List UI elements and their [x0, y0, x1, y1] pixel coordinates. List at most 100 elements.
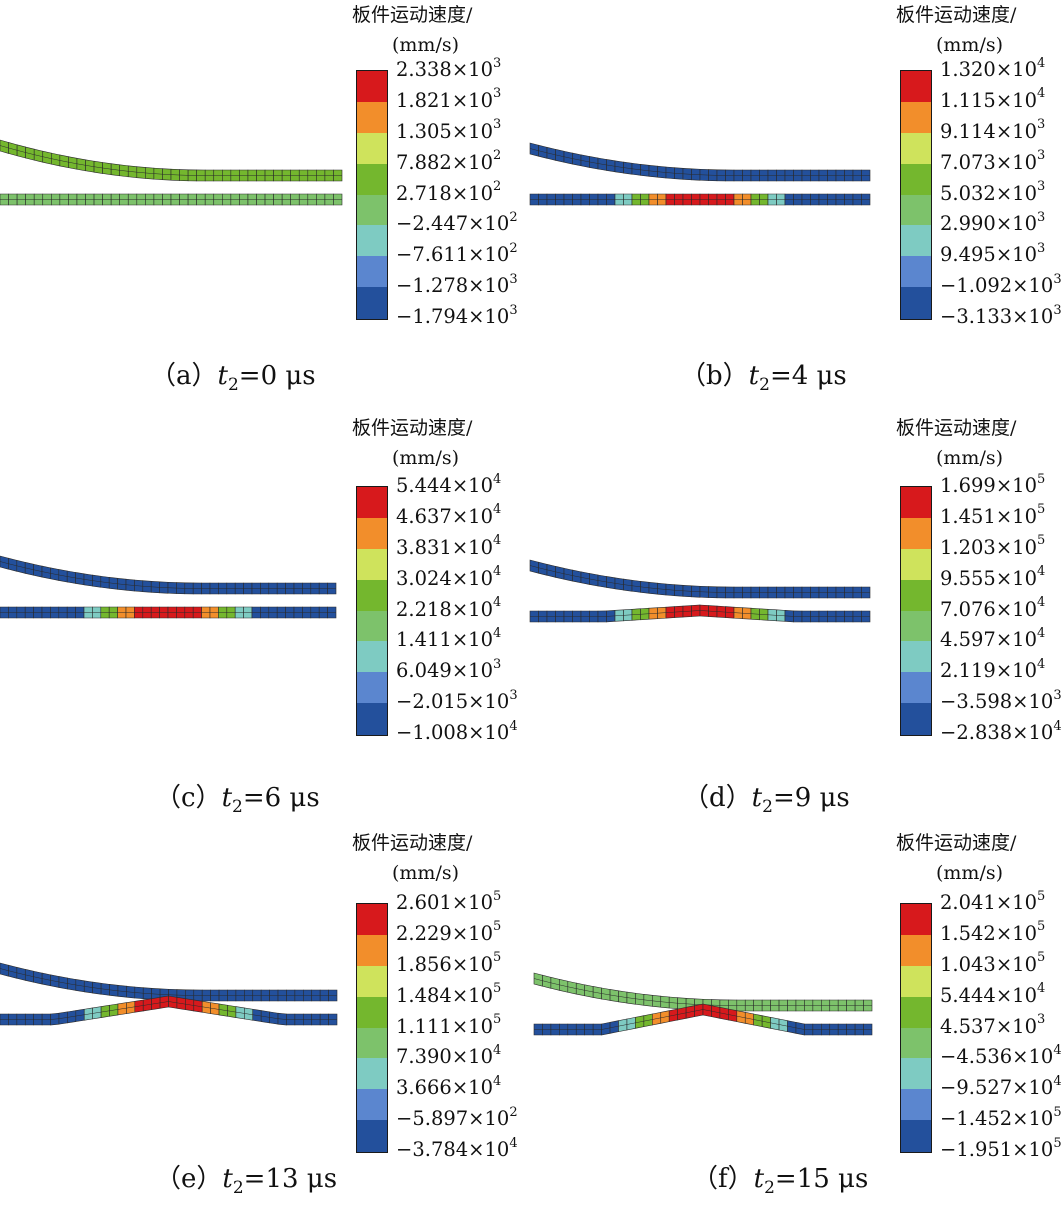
- legend-color-swatch: [357, 1089, 387, 1121]
- plate-pair-a: [0, 139, 343, 206]
- legend-color-swatch: [901, 672, 931, 704]
- legend-color-swatch: [357, 965, 387, 998]
- legend-tick-label: 7.073×103: [940, 148, 1046, 174]
- legend-color-swatch: [901, 487, 931, 519]
- legend-color-swatch: [901, 194, 931, 226]
- legend-tick-label: −1.092×103: [940, 271, 1062, 298]
- legend-tick-label: 1.203×105: [940, 533, 1046, 559]
- legend-title: 板件运动速度/: [352, 832, 473, 854]
- legend-tick-label: 1.043×105: [940, 950, 1046, 976]
- legend-color-swatch: [357, 71, 387, 103]
- panel-caption: （f）t2=15 μs: [692, 1164, 869, 1199]
- legend-tick-label: 2.601×105: [396, 888, 502, 914]
- legend-tick-label: 1.320×104: [940, 55, 1046, 81]
- legend-color-swatch: [357, 194, 387, 226]
- legend-color-swatch: [357, 610, 387, 642]
- legend-color-swatch: [357, 517, 387, 550]
- legend-color-swatch: [901, 71, 931, 103]
- legend-title: 板件运动速度/: [896, 832, 1017, 854]
- legend-tick-label: −3.598×103: [940, 687, 1062, 714]
- legend-tick-label: 1.821×103: [396, 86, 502, 112]
- legend-tick-label: 5.444×104: [940, 981, 1046, 1007]
- legend-tick-label: −1.278×103: [396, 271, 518, 298]
- legend-color-swatch: [357, 287, 387, 319]
- legend-color-swatch: [901, 287, 931, 319]
- legend-tick-label: 1.542×105: [940, 919, 1046, 945]
- legend-unit: (mm/s): [392, 862, 460, 884]
- legend-title: 板件运动速度/: [896, 4, 1017, 26]
- legend-color-swatch: [901, 132, 931, 165]
- legend-color-swatch: [901, 1058, 931, 1090]
- legend-tick-label: 1.111×105: [396, 1012, 502, 1038]
- legend-tick-label: 2.041×105: [940, 888, 1046, 914]
- legend-tick-label: 1.451×105: [940, 502, 1046, 528]
- legend-tick-label: 1.699×105: [940, 471, 1046, 497]
- legend-tick-label: −9.527×104: [940, 1073, 1062, 1100]
- legend-color-swatch: [901, 548, 931, 581]
- legend-tick-label: 1.856×105: [396, 950, 502, 976]
- legend-color-swatch: [357, 904, 387, 936]
- legend-tick-label: 2.718×102: [396, 179, 502, 205]
- legend-tick-label: 1.115×104: [940, 86, 1046, 112]
- legend-tick-label: 9.495×103: [940, 240, 1046, 267]
- legend-color-swatch: [357, 579, 387, 611]
- legend-color-swatch: [901, 101, 931, 134]
- plate-pair-f: [533, 972, 873, 1036]
- legend-tick-label: 3.024×104: [396, 564, 502, 590]
- legend-color-swatch: [357, 641, 387, 673]
- legend-tick-label: 1.484×105: [396, 981, 502, 1007]
- legend-tick-label: −2.447×102: [396, 209, 518, 236]
- legend-color-swatch: [901, 641, 931, 673]
- legend-tick-label: 2.218×104: [396, 595, 502, 621]
- legend-color-swatch: [901, 1089, 931, 1121]
- legend-tick-label: 7.390×104: [396, 1042, 502, 1069]
- legend-color-swatch: [357, 672, 387, 704]
- legend-color-swatch: [901, 256, 931, 288]
- legend-color-swatch: [357, 934, 387, 967]
- legend-tick-label: 9.555×104: [940, 564, 1046, 590]
- legend-tick-label: 5.444×104: [396, 471, 502, 497]
- legend-tick-label: −1.951×105: [940, 1135, 1062, 1161]
- legend-tick-label: 3.831×104: [396, 533, 502, 559]
- color-legend-bar: [900, 486, 932, 736]
- legend-tick-label: 6.049×103: [396, 656, 502, 683]
- legend-color-swatch: [357, 703, 387, 735]
- panel-caption: （e）t2=13 μs: [155, 1164, 338, 1199]
- legend-tick-label: 7.882×102: [396, 148, 502, 174]
- legend-tick-label: −3.784×104: [396, 1135, 518, 1161]
- legend-color-swatch: [901, 934, 931, 967]
- legend-color-swatch: [357, 548, 387, 581]
- legend-color-swatch: [901, 163, 931, 195]
- legend-tick-label: 2.119×104: [940, 656, 1046, 683]
- legend-unit: (mm/s): [936, 34, 1004, 56]
- legend-color-swatch: [901, 610, 931, 642]
- legend-color-swatch: [357, 101, 387, 134]
- legend-color-swatch: [901, 225, 931, 257]
- color-legend-bar: [356, 70, 388, 320]
- legend-title: 板件运动速度/: [352, 4, 473, 26]
- legend-tick-label: −2.838×104: [940, 718, 1062, 744]
- legend-color-swatch: [357, 487, 387, 519]
- legend-tick-label: −1.452×105: [940, 1104, 1062, 1131]
- legend-color-swatch: [901, 517, 931, 550]
- color-legend-bar: [900, 903, 932, 1153]
- legend-color-swatch: [901, 703, 931, 735]
- color-legend-bar: [356, 486, 388, 736]
- legend-title: 板件运动速度/: [352, 417, 473, 439]
- legend-tick-label: −1.794×103: [396, 302, 518, 328]
- legend-color-swatch: [901, 1027, 931, 1059]
- legend-tick-label: −5.897×102: [396, 1104, 518, 1131]
- panel-caption: （d）t2=9 μs: [683, 783, 850, 818]
- legend-color-swatch: [357, 132, 387, 165]
- legend-color-swatch: [357, 1120, 387, 1152]
- legend-unit: (mm/s): [392, 447, 460, 469]
- legend-color-swatch: [901, 579, 931, 611]
- plate-pair-c: [0, 555, 337, 619]
- legend-title: 板件运动速度/: [896, 417, 1017, 439]
- color-legend-bar: [356, 903, 388, 1153]
- legend-color-swatch: [357, 163, 387, 195]
- legend-tick-label: 1.411×104: [396, 625, 502, 652]
- legend-tick-label: −4.536×104: [940, 1042, 1062, 1069]
- plate-pair-b: [529, 142, 871, 206]
